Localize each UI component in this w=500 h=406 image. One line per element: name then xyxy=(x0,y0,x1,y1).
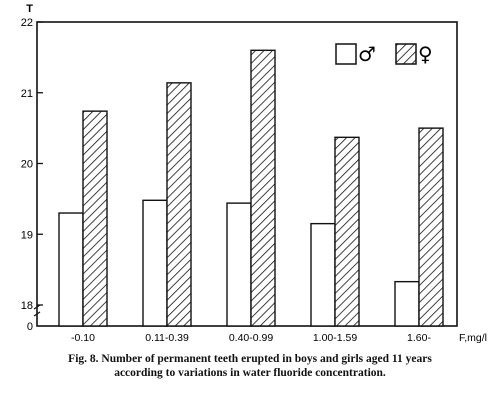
x-axis-label: F,mg/l xyxy=(459,332,487,344)
y-tick-label: 20 xyxy=(21,159,33,171)
bar-boys xyxy=(142,199,168,327)
legend-swatch-girls xyxy=(395,43,417,65)
bar-girls xyxy=(250,49,276,327)
bar-girls xyxy=(334,136,360,327)
bar-girls xyxy=(166,82,192,327)
legend-swatch-boys xyxy=(335,43,357,65)
bar-boys xyxy=(58,212,84,327)
bar-chart: 18 19 20 21 22 T 0 -0.10 0.11-0.39 0.40-0.99 1.00… xyxy=(21,3,487,344)
y-tick-label: 21 xyxy=(21,88,33,100)
y-tick-label: 22 xyxy=(21,17,33,29)
legend: ♂ ♀ xyxy=(335,42,433,66)
y-axis-label: T xyxy=(26,3,33,15)
y-tick-label: 19 xyxy=(21,229,33,241)
bar-girls xyxy=(82,110,108,327)
caption-line-2: according to variations in water fluorid… xyxy=(114,367,386,379)
bar-boys xyxy=(226,202,252,327)
legend-label-girls: ♀ xyxy=(418,42,433,66)
bar-boys xyxy=(310,222,336,327)
x-axis: -0.10 0.11-0.39 0.40-0.99 1.00-1.59 1.60- F,m… xyxy=(71,332,487,344)
bar-girls xyxy=(418,127,444,327)
y-axis: 18 19 20 21 22 T 0 xyxy=(21,3,43,333)
figure-caption: Fig. 8. Number of permanent teeth erupte… xyxy=(20,352,480,380)
x-tick-label: 1.60- xyxy=(407,332,431,344)
legend-label-boys: ♂ xyxy=(358,42,376,66)
bars-group xyxy=(58,49,444,327)
axis-break-mark xyxy=(33,304,41,317)
x-tick-label: 0.11-0.39 xyxy=(145,332,189,344)
y-origin-label: 0 xyxy=(27,321,33,333)
x-tick-label: 1.00-1.59 xyxy=(313,332,358,344)
bar-boys xyxy=(394,280,420,327)
x-tick-label: -0.10 xyxy=(71,332,95,344)
y-tick-label: 18 xyxy=(21,300,33,312)
caption-line-1: Fig. 8. Number of permanent teeth erupte… xyxy=(68,353,432,365)
x-tick-label: 0.40-0.99 xyxy=(229,332,274,344)
